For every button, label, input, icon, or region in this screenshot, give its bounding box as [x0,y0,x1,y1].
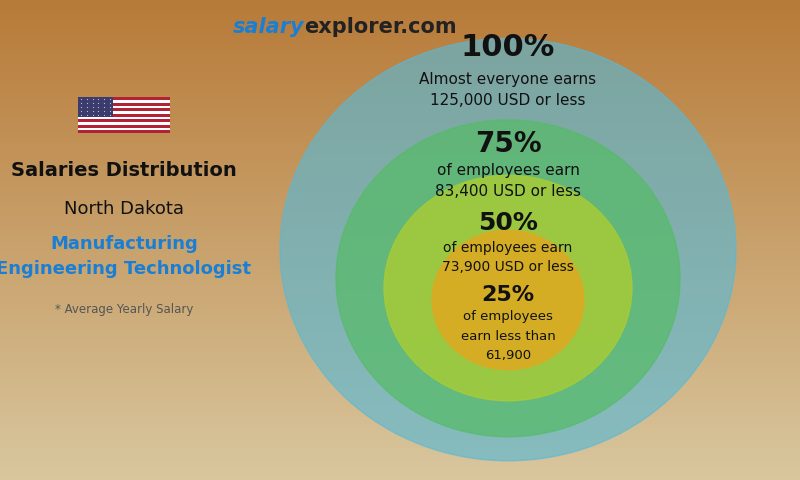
Bar [78,97,170,100]
Bar [78,111,170,114]
Bar [78,106,170,108]
Ellipse shape [384,175,632,401]
Bar [78,131,170,133]
Ellipse shape [432,230,584,370]
Bar [78,117,170,120]
Text: Manufacturing
Engineering Technologist: Manufacturing Engineering Technologist [0,235,251,278]
Text: 25%: 25% [482,285,534,305]
Text: 61,900: 61,900 [485,348,531,362]
Text: 125,000 USD or less: 125,000 USD or less [430,93,586,108]
Bar [78,114,170,117]
Text: * Average Yearly Salary: * Average Yearly Salary [55,303,193,316]
Text: 73,900 USD or less: 73,900 USD or less [442,260,574,275]
Bar [78,100,170,103]
Bar [78,122,170,125]
Text: salary: salary [232,17,304,37]
Bar [78,128,170,131]
Text: 100%: 100% [461,34,555,62]
Ellipse shape [336,120,680,437]
Text: earn less than: earn less than [461,329,555,343]
Text: of employees: of employees [463,310,553,324]
Ellipse shape [280,38,736,461]
Bar [78,108,170,111]
Text: 75%: 75% [474,130,542,158]
Bar [78,125,170,128]
Bar [78,103,170,106]
Text: explorer.com: explorer.com [304,17,457,37]
Text: 83,400 USD or less: 83,400 USD or less [435,184,581,200]
Text: North Dakota: North Dakota [64,200,184,218]
Text: 50%: 50% [478,211,538,235]
Bar [78,120,170,122]
Text: Salaries Distribution: Salaries Distribution [11,161,237,180]
Text: of employees earn: of employees earn [443,241,573,255]
Text: of employees earn: of employees earn [437,163,579,178]
Text: Almost everyone earns: Almost everyone earns [419,72,597,87]
Bar [78,97,113,117]
